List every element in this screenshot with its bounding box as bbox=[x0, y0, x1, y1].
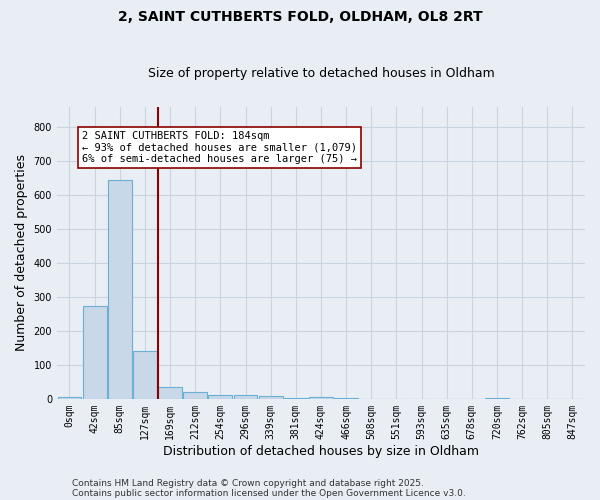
Text: Contains public sector information licensed under the Open Government Licence v3: Contains public sector information licen… bbox=[72, 488, 466, 498]
Bar bbox=[133, 352, 157, 399]
Bar bbox=[309, 397, 333, 399]
Bar bbox=[183, 392, 207, 399]
Bar bbox=[334, 398, 358, 399]
Bar bbox=[108, 180, 132, 399]
Text: 2, SAINT CUTHBERTS FOLD, OLDHAM, OL8 2RT: 2, SAINT CUTHBERTS FOLD, OLDHAM, OL8 2RT bbox=[118, 10, 482, 24]
Bar bbox=[485, 398, 509, 399]
X-axis label: Distribution of detached houses by size in Oldham: Distribution of detached houses by size … bbox=[163, 444, 479, 458]
Title: Size of property relative to detached houses in Oldham: Size of property relative to detached ho… bbox=[148, 66, 494, 80]
Bar bbox=[284, 398, 308, 399]
Bar bbox=[233, 396, 257, 399]
Text: 2 SAINT CUTHBERTS FOLD: 184sqm
← 93% of detached houses are smaller (1,079)
6% o: 2 SAINT CUTHBERTS FOLD: 184sqm ← 93% of … bbox=[82, 131, 357, 164]
Bar bbox=[83, 306, 107, 399]
Text: Contains HM Land Registry data © Crown copyright and database right 2025.: Contains HM Land Registry data © Crown c… bbox=[72, 478, 424, 488]
Bar bbox=[58, 397, 82, 399]
Bar bbox=[208, 395, 232, 399]
Y-axis label: Number of detached properties: Number of detached properties bbox=[15, 154, 28, 352]
Bar bbox=[158, 387, 182, 399]
Bar bbox=[259, 396, 283, 399]
